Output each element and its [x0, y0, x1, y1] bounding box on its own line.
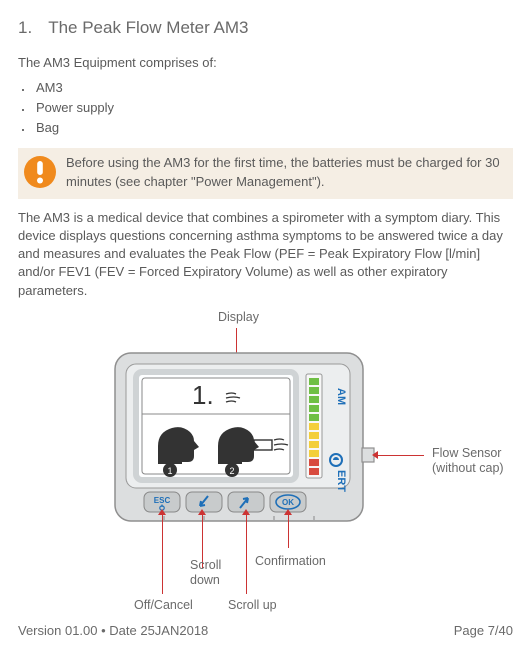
list-item: AM3: [18, 78, 513, 98]
device-illustration: 1. 1 2 AM: [114, 352, 376, 522]
svg-text:OK: OK: [282, 498, 294, 507]
warning-icon: [22, 154, 58, 190]
label-off-cancel: Off/Cancel: [134, 598, 193, 614]
label-flow-sensor: Flow Sensor(without cap): [432, 446, 504, 477]
label-display: Display: [218, 310, 259, 326]
list-item: Power supply: [18, 98, 513, 118]
equipment-list: AM3 Power supply Bag: [18, 78, 513, 138]
warning-text: Before using the AM3 for the first time,…: [66, 154, 503, 190]
heading-number: 1.: [18, 18, 48, 37]
label-confirmation: Confirmation: [255, 554, 326, 570]
description-text: The AM3 is a medical device that combine…: [18, 209, 513, 300]
label-scroll-up: Scroll up: [228, 598, 277, 614]
page-footer: Version 01.00 • Date 25JAN2018 Page 7/40: [18, 622, 513, 640]
footer-version: Version 01.00 • Date 25JAN2018: [18, 622, 208, 640]
svg-text:1: 1: [167, 466, 172, 476]
svg-text:ESC: ESC: [154, 496, 171, 505]
label-scroll-down: Scrolldown: [190, 558, 221, 589]
svg-text:AM: AM: [335, 388, 347, 405]
heading-title: The Peak Flow Meter AM3: [48, 18, 248, 37]
device-figure: Display 1. 1 2: [18, 310, 513, 630]
footer-page: Page 7/40: [454, 622, 513, 640]
svg-text:2: 2: [229, 466, 234, 476]
warning-notice: Before using the AM3 for the first time,…: [18, 148, 513, 198]
intro-text: The AM3 Equipment comprises of:: [18, 54, 513, 72]
svg-text:1.: 1.: [192, 380, 214, 410]
list-item: Bag: [18, 118, 513, 138]
svg-text:ERT: ERT: [335, 470, 347, 492]
page-heading: 1.The Peak Flow Meter AM3: [18, 16, 513, 40]
